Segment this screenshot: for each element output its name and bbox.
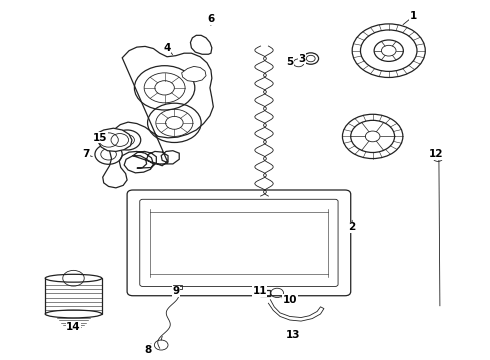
Text: 5: 5 bbox=[287, 57, 294, 67]
Text: 14: 14 bbox=[66, 322, 81, 332]
Bar bbox=[173, 285, 182, 289]
Text: 1: 1 bbox=[410, 12, 416, 21]
Polygon shape bbox=[191, 35, 212, 54]
Polygon shape bbox=[95, 128, 132, 152]
Bar bbox=[260, 290, 270, 296]
FancyBboxPatch shape bbox=[127, 190, 351, 296]
Bar bbox=[45, 278, 102, 314]
Text: 4: 4 bbox=[163, 43, 171, 53]
Ellipse shape bbox=[45, 310, 102, 318]
Text: 8: 8 bbox=[144, 345, 151, 355]
Text: 13: 13 bbox=[286, 330, 300, 341]
Text: 2: 2 bbox=[348, 222, 356, 232]
Text: 7: 7 bbox=[82, 149, 89, 159]
Polygon shape bbox=[182, 66, 206, 82]
Text: 3: 3 bbox=[298, 54, 306, 64]
Text: 12: 12 bbox=[429, 149, 443, 159]
Ellipse shape bbox=[45, 274, 102, 282]
Text: 10: 10 bbox=[283, 295, 297, 305]
Polygon shape bbox=[103, 46, 213, 188]
Text: 11: 11 bbox=[252, 287, 267, 296]
Text: 6: 6 bbox=[207, 14, 215, 24]
Text: 15: 15 bbox=[93, 133, 107, 143]
Text: 9: 9 bbox=[172, 287, 179, 296]
